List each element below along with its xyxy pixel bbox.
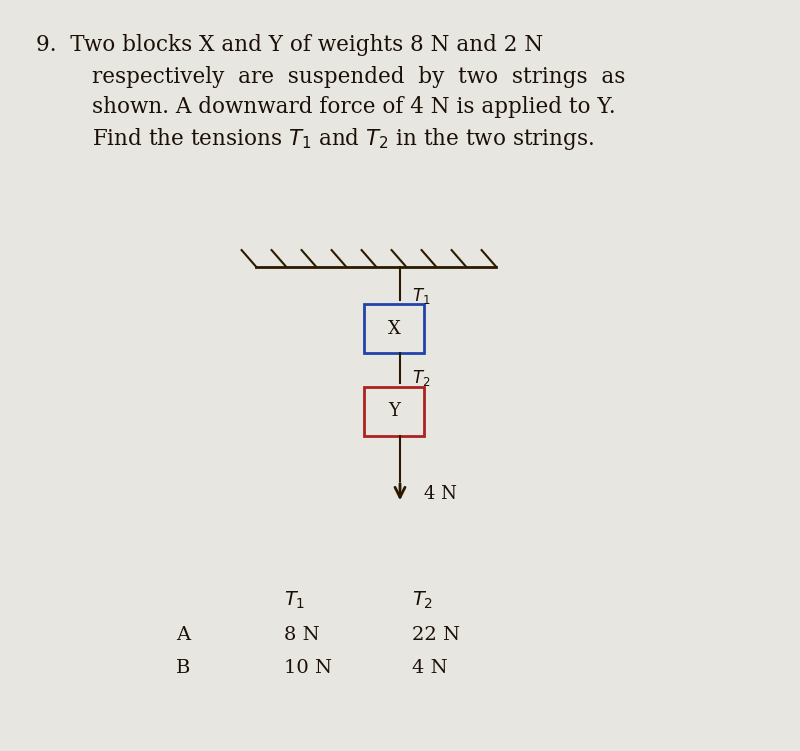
Text: $T_1$: $T_1$ [412, 286, 430, 306]
Text: $T_2$: $T_2$ [412, 368, 430, 388]
Text: Find the tensions $T_1$ and $T_2$ in the two strings.: Find the tensions $T_1$ and $T_2$ in the… [92, 126, 594, 152]
Text: B: B [176, 659, 190, 677]
Text: 10 N: 10 N [284, 659, 332, 677]
Text: $T_1$: $T_1$ [284, 590, 306, 611]
Text: respectively  are  suspended  by  two  strings  as: respectively are suspended by two string… [92, 66, 626, 88]
Text: 4 N: 4 N [424, 485, 457, 503]
Text: shown. A downward force of 4 N is applied to Y.: shown. A downward force of 4 N is applie… [92, 96, 616, 118]
Text: $T_2$: $T_2$ [412, 590, 433, 611]
Text: 8 N: 8 N [284, 626, 320, 644]
Bar [364, 387, 424, 436]
Bar [364, 304, 424, 353]
Text: 9.  Two blocks X and Y of weights 8 N and 2 N: 9. Two blocks X and Y of weights 8 N and… [36, 34, 543, 56]
Text: Y: Y [388, 403, 400, 420]
Text: X: X [387, 320, 401, 337]
Text: 4 N: 4 N [412, 659, 448, 677]
Text: 22 N: 22 N [412, 626, 460, 644]
Text: A: A [176, 626, 190, 644]
